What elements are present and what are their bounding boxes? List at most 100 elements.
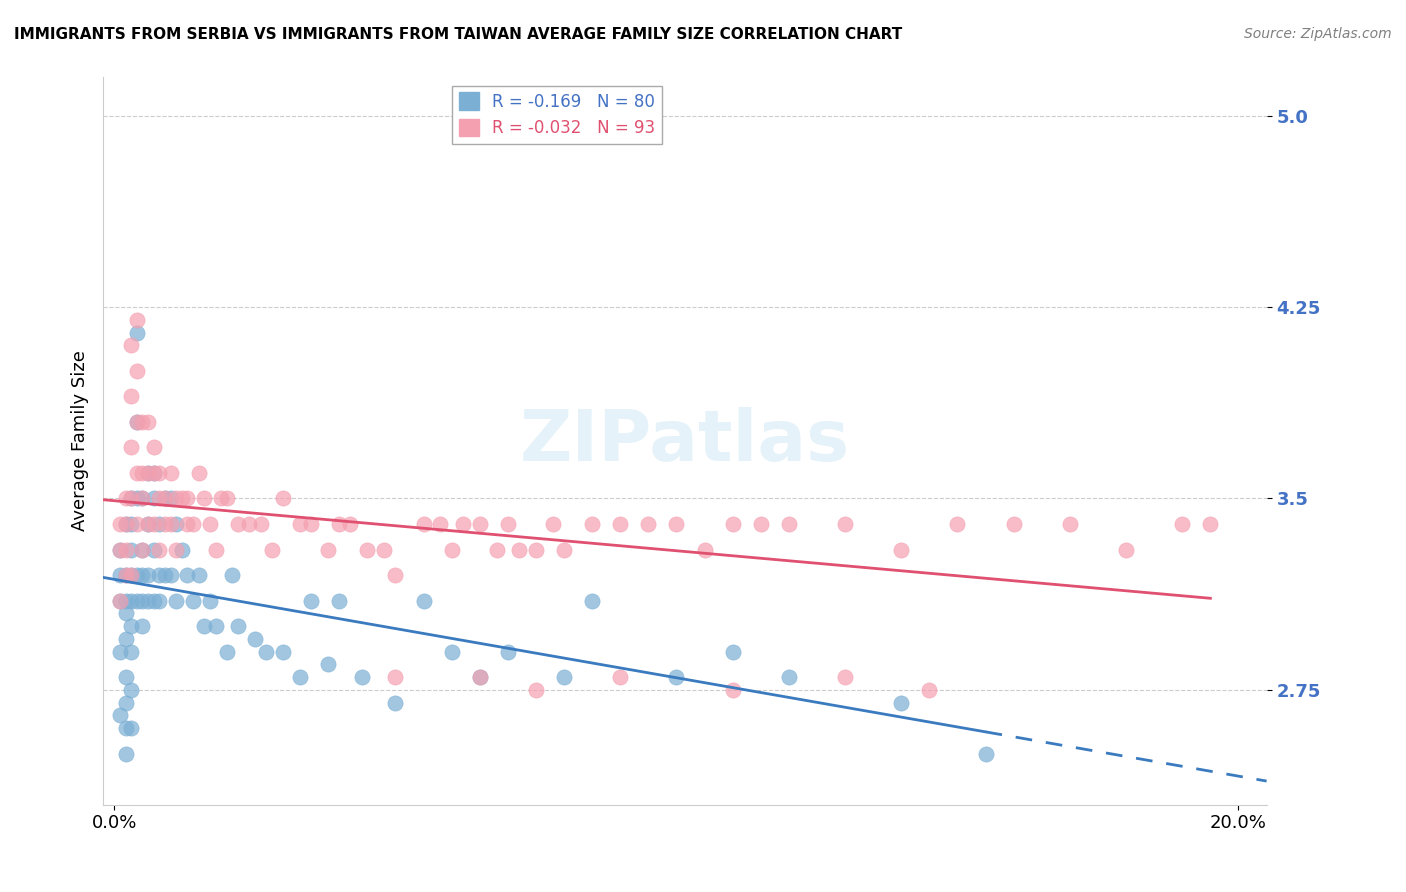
Point bbox=[373, 542, 395, 557]
Point bbox=[468, 516, 491, 531]
Point bbox=[553, 670, 575, 684]
Point bbox=[114, 491, 136, 506]
Point bbox=[159, 466, 181, 480]
Point bbox=[209, 491, 232, 506]
Point bbox=[142, 466, 165, 480]
Point bbox=[204, 619, 226, 633]
Point bbox=[120, 338, 142, 352]
Point bbox=[114, 593, 136, 607]
Point bbox=[974, 747, 997, 761]
Point bbox=[350, 670, 373, 684]
Point bbox=[176, 568, 198, 582]
Point bbox=[136, 466, 159, 480]
Point bbox=[108, 568, 131, 582]
Point bbox=[125, 326, 148, 340]
Point bbox=[142, 542, 165, 557]
Point bbox=[316, 657, 339, 672]
Point bbox=[114, 607, 136, 621]
Point bbox=[288, 670, 311, 684]
Point bbox=[384, 670, 406, 684]
Point bbox=[114, 516, 136, 531]
Point bbox=[153, 568, 176, 582]
Point bbox=[524, 682, 547, 697]
Point bbox=[120, 619, 142, 633]
Point bbox=[159, 491, 181, 506]
Point bbox=[153, 516, 176, 531]
Point bbox=[142, 593, 165, 607]
Point bbox=[131, 542, 153, 557]
Point bbox=[496, 516, 519, 531]
Point bbox=[271, 644, 294, 658]
Point bbox=[890, 542, 912, 557]
Text: IMMIGRANTS FROM SERBIA VS IMMIGRANTS FROM TAIWAN AVERAGE FAMILY SIZE CORRELATION: IMMIGRANTS FROM SERBIA VS IMMIGRANTS FRO… bbox=[14, 27, 903, 42]
Point bbox=[148, 568, 170, 582]
Point bbox=[271, 491, 294, 506]
Point bbox=[120, 568, 142, 582]
Point bbox=[142, 516, 165, 531]
Point bbox=[136, 593, 159, 607]
Point bbox=[356, 542, 378, 557]
Point bbox=[609, 670, 631, 684]
Point bbox=[125, 593, 148, 607]
Point bbox=[181, 593, 204, 607]
Point bbox=[153, 491, 176, 506]
Point bbox=[136, 516, 159, 531]
Point bbox=[131, 619, 153, 633]
Text: Source: ZipAtlas.com: Source: ZipAtlas.com bbox=[1244, 27, 1392, 41]
Point bbox=[120, 721, 142, 735]
Point bbox=[834, 670, 856, 684]
Point bbox=[1171, 516, 1194, 531]
Point bbox=[181, 516, 204, 531]
Point bbox=[125, 313, 148, 327]
Point bbox=[114, 516, 136, 531]
Point bbox=[114, 632, 136, 646]
Point bbox=[193, 491, 215, 506]
Point bbox=[148, 466, 170, 480]
Point bbox=[125, 415, 148, 429]
Point bbox=[131, 491, 153, 506]
Point bbox=[834, 516, 856, 531]
Point bbox=[440, 644, 463, 658]
Point bbox=[170, 542, 193, 557]
Point bbox=[778, 670, 800, 684]
Point bbox=[238, 516, 260, 531]
Point bbox=[918, 682, 941, 697]
Point bbox=[114, 670, 136, 684]
Point bbox=[131, 542, 153, 557]
Point bbox=[153, 491, 176, 506]
Point bbox=[165, 491, 187, 506]
Point bbox=[114, 568, 136, 582]
Point bbox=[721, 516, 744, 531]
Point bbox=[136, 466, 159, 480]
Point bbox=[384, 568, 406, 582]
Point bbox=[468, 670, 491, 684]
Point bbox=[581, 516, 603, 531]
Point bbox=[120, 644, 142, 658]
Point bbox=[165, 542, 187, 557]
Point bbox=[108, 593, 131, 607]
Point bbox=[485, 542, 508, 557]
Point bbox=[249, 516, 271, 531]
Point bbox=[125, 466, 148, 480]
Point bbox=[198, 593, 221, 607]
Point bbox=[108, 542, 131, 557]
Point bbox=[108, 708, 131, 723]
Point bbox=[226, 516, 249, 531]
Point bbox=[120, 542, 142, 557]
Point bbox=[114, 721, 136, 735]
Text: ZIPatlas: ZIPatlas bbox=[520, 407, 851, 475]
Point bbox=[288, 516, 311, 531]
Point bbox=[221, 568, 243, 582]
Point bbox=[198, 516, 221, 531]
Point bbox=[243, 632, 266, 646]
Point bbox=[1059, 516, 1081, 531]
Point bbox=[142, 441, 165, 455]
Point bbox=[328, 516, 350, 531]
Point bbox=[108, 593, 131, 607]
Y-axis label: Average Family Size: Average Family Size bbox=[72, 351, 89, 532]
Point bbox=[159, 568, 181, 582]
Point bbox=[120, 389, 142, 403]
Point bbox=[412, 593, 434, 607]
Point bbox=[215, 491, 238, 506]
Point bbox=[120, 516, 142, 531]
